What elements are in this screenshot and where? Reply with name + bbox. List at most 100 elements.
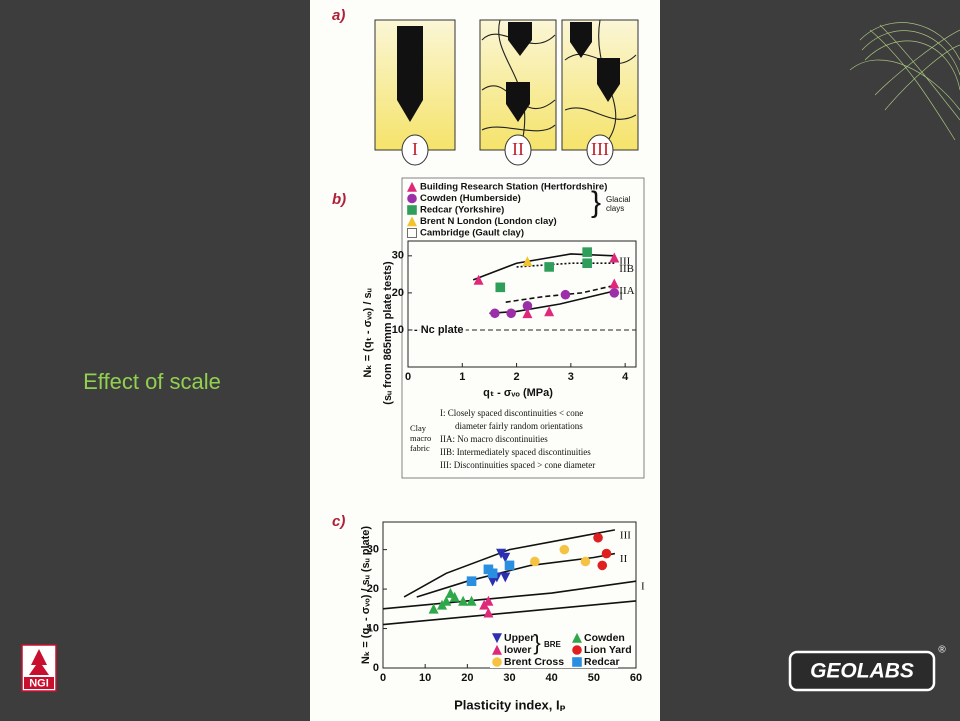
ngi-logo: NGI (21, 644, 57, 692)
data-point (473, 274, 484, 285)
legend-entry: Brent N London (London clay) (420, 216, 557, 227)
data-point (483, 607, 494, 618)
legend-brace: } (591, 186, 601, 219)
x-axis-label: qₜ - σᵥₒ (MPa) (483, 387, 553, 399)
legend-marker (407, 193, 417, 204)
legend-note: Glacial (606, 195, 631, 204)
curve-label: III (619, 255, 630, 267)
legend-entry: Cowden (584, 632, 625, 644)
data-point (544, 262, 554, 272)
legend-marker (407, 181, 417, 192)
data-point (560, 289, 571, 300)
legend-marker (492, 657, 502, 667)
logo-mark: ® (938, 645, 946, 656)
curve-label: IIA (619, 285, 634, 297)
panel-c: c) 0 10 20 30 40 50 600102030IIIIIIUpperlowerB… (332, 513, 645, 712)
legend-entry: Building Research Station (Hertfordshire… (420, 182, 607, 193)
data-point (529, 556, 540, 567)
data-point (522, 301, 533, 311)
curve-label: III (620, 529, 631, 541)
cone (506, 82, 530, 122)
notes-title: fabric (410, 443, 430, 453)
legend-marker (572, 645, 582, 655)
box-label-circle (586, 134, 614, 166)
x-tick-label: 4 (622, 371, 629, 383)
data-point (466, 595, 477, 606)
legend-marker (407, 205, 417, 215)
legend-entry: Lion Yard (584, 644, 632, 656)
x-tick-label: 3 (568, 371, 574, 383)
y-axis-label: Nₖ = (qₜ - σᵥₒ) / sᵤ (362, 288, 374, 377)
box-label: I (412, 139, 418, 159)
note: diameter fairly random orientations (455, 421, 583, 431)
legend-marker (572, 632, 582, 643)
legend-marker (407, 228, 417, 238)
legend-marker (572, 657, 582, 667)
y-tick-label: 20 (392, 287, 404, 299)
note: I: Closely spaced discontinuities < cone (440, 408, 583, 418)
x-tick-label: 10 (419, 672, 431, 684)
trend-curve (382, 600, 637, 626)
y-axis-label: (sᵤ from 865mm plate tests) (382, 261, 394, 405)
data-point (500, 552, 511, 563)
panel-b: b) Building Research Station (Hertfordsh… (332, 177, 645, 479)
cone (508, 22, 532, 56)
x-tick-label: 60 (630, 672, 642, 684)
legend-marker (407, 216, 417, 227)
data-point (601, 548, 612, 559)
legend-note: BRE (544, 640, 562, 649)
data-point (593, 532, 603, 543)
data-point (483, 595, 494, 606)
data-point (495, 282, 506, 293)
data-point (504, 560, 515, 571)
data-point (449, 591, 460, 602)
curve-label: I (619, 291, 623, 303)
trend-curve (489, 290, 615, 315)
notes-title: macro (410, 433, 431, 443)
data-point (522, 256, 533, 267)
y-tick-label: 10 (367, 622, 379, 634)
x-axis-label: Plasticity index, Iₚ (454, 697, 566, 712)
data-point (609, 288, 620, 298)
notes-title: Clay (410, 423, 427, 433)
box-label-circle (504, 134, 532, 166)
trend-curve (472, 253, 615, 281)
data-point (445, 587, 456, 598)
curve-label: IIB (619, 263, 634, 275)
x-tick-label: 0 (405, 371, 411, 383)
data-point (428, 603, 439, 614)
note: IIA: No macro discontinuities (440, 434, 548, 444)
x-tick-label: 1 (459, 371, 465, 383)
geolabs-logo: GEOLABS ® (788, 645, 946, 692)
data-point (609, 252, 620, 263)
trend-curve (416, 552, 616, 598)
data-point (479, 599, 490, 610)
y-tick-label: 10 (392, 324, 404, 336)
y-axis-label: Nₖ = (q꜀ - σᵥₒ) / sᵤ (sᵤ plate) (360, 526, 372, 664)
decoration-swirl (849, 22, 960, 141)
legend-entry: Cowden (Humberside) (420, 193, 521, 204)
panel-label: b) (332, 191, 346, 208)
legend-box (490, 630, 618, 668)
plot-frame (407, 240, 637, 368)
logo-band (24, 677, 54, 689)
logo-text: NGI (29, 677, 49, 689)
data-point (487, 568, 498, 579)
legend-brace: } (533, 630, 540, 655)
data-point (490, 308, 500, 319)
box-label-circle (401, 134, 429, 166)
slide-title: Effect of scale (83, 369, 221, 394)
data-point (458, 595, 469, 606)
x-tick-label: 30 (503, 672, 515, 684)
data-point (466, 576, 477, 586)
x-tick-label: 2 (514, 371, 520, 383)
reference-label: - Nc plate (414, 324, 464, 336)
legend-entry: lower (504, 644, 531, 656)
legend-marker (492, 633, 502, 644)
legend-entry: Redcar (584, 656, 620, 668)
x-tick-label: 50 (588, 672, 600, 684)
panel-label: c) (332, 513, 345, 530)
data-point (580, 556, 591, 567)
